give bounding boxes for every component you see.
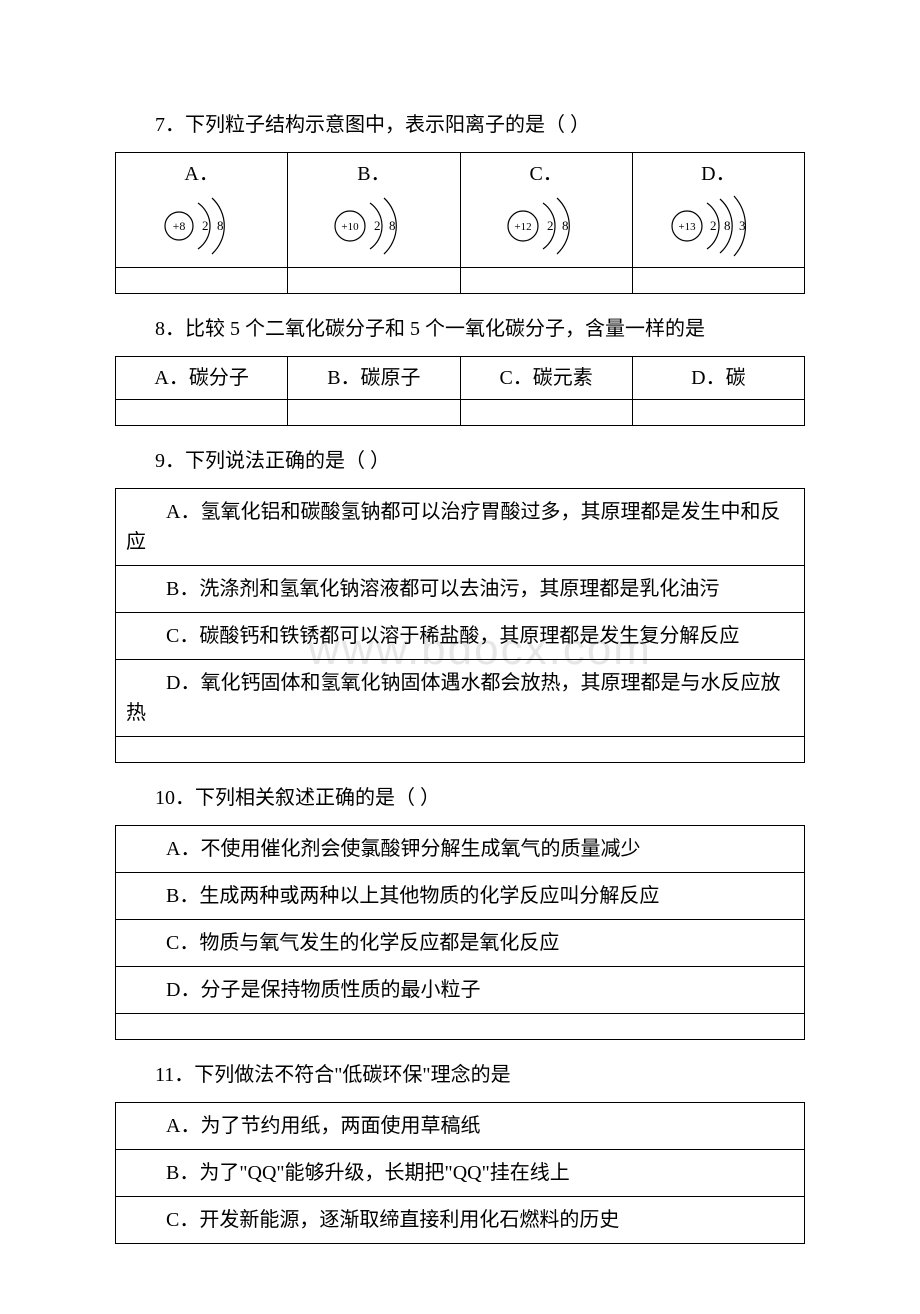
q9-stem: 9．下列说法正确的是（ ） bbox=[115, 446, 805, 476]
svg-text:+13: +13 bbox=[679, 221, 697, 233]
q8-option-c: C．碳元素 bbox=[460, 357, 632, 400]
q11-options-table: A．为了节约用纸，两面使用草稿纸 B．为了"QQ"能够升级，长期把"QQ"挂在线… bbox=[115, 1102, 805, 1244]
q7-options-table: A． +8 2 8 B． +10 2 bbox=[115, 152, 805, 294]
q7-a-diagram: +8 2 8 bbox=[120, 191, 283, 261]
q7-c-diagram: +12 2 8 bbox=[465, 191, 628, 261]
q10-stem: 10．下列相关叙述正确的是（ ） bbox=[115, 783, 805, 813]
svg-text:8: 8 bbox=[217, 218, 224, 233]
q7-c-label: C． bbox=[465, 159, 628, 189]
q11-option-a: A．为了节约用纸，两面使用草稿纸 bbox=[116, 1103, 805, 1150]
q10-option-a: A．不使用催化剂会使氯酸钾分解生成氧气的质量减少 bbox=[116, 826, 805, 873]
svg-text:8: 8 bbox=[389, 218, 396, 233]
q7-answer-row bbox=[116, 268, 805, 294]
svg-text:8: 8 bbox=[562, 218, 569, 233]
q8-option-b: B．碳原子 bbox=[288, 357, 460, 400]
q7-option-a: A． +8 2 8 bbox=[116, 153, 288, 268]
nucleus-charge: +8 bbox=[172, 219, 185, 233]
q11-stem: 11．下列做法不符合"低碳环保"理念的是 bbox=[115, 1060, 805, 1090]
q7-stem: 7．下列粒子结构示意图中，表示阳离子的是（ ） bbox=[115, 110, 805, 140]
q9-option-d: D．氧化钙固体和氢氧化钠固体遇水都会放热，其原理都是与水反应放热 bbox=[116, 660, 805, 737]
q7-option-c: C． +12 2 8 bbox=[460, 153, 632, 268]
q7-d-diagram: +13 2 8 3 bbox=[637, 191, 800, 261]
svg-text:3: 3 bbox=[739, 218, 746, 233]
svg-text:+10: +10 bbox=[342, 221, 360, 233]
q11-option-c: C．开发新能源，逐渐取缔直接利用化石燃料的历史 bbox=[116, 1197, 805, 1244]
svg-text:+12: +12 bbox=[514, 221, 531, 233]
q9-c-text: C．碳酸钙和铁锈都可以溶于稀盐酸，其原理都是发生复分解反应 bbox=[166, 625, 739, 647]
q9-option-c: www.bdocx.com C．碳酸钙和铁锈都可以溶于稀盐酸，其原理都是发生复分… bbox=[116, 613, 805, 660]
svg-text:8: 8 bbox=[724, 218, 731, 233]
q8-option-d: D．碳 bbox=[632, 357, 804, 400]
q7-option-b: B． +10 2 8 bbox=[288, 153, 460, 268]
q9-option-b: B．洗涤剂和氢氧化钠溶液都可以去油污，其原理都是乳化油污 bbox=[116, 566, 805, 613]
q9-option-a: A．氢氧化铝和碳酸氢钠都可以治疗胃酸过多，其原理都是发生中和反应 bbox=[116, 489, 805, 566]
q10-options-table: A．不使用催化剂会使氯酸钾分解生成氧气的质量减少 B．生成两种或两种以上其他物质… bbox=[115, 825, 805, 1040]
q7-a-label: A． bbox=[120, 159, 283, 189]
q7-option-d: D． +13 2 8 3 bbox=[632, 153, 804, 268]
q10-option-b: B．生成两种或两种以上其他物质的化学反应叫分解反应 bbox=[116, 873, 805, 920]
q8-answer-row bbox=[116, 400, 805, 426]
q8-options-table: A．碳分子 B．碳原子 C．碳元素 D．碳 bbox=[115, 356, 805, 426]
svg-text:2: 2 bbox=[202, 218, 209, 233]
q7-d-label: D． bbox=[637, 159, 800, 189]
q9-options-table: A．氢氧化铝和碳酸氢钠都可以治疗胃酸过多，其原理都是发生中和反应 B．洗涤剂和氢… bbox=[115, 488, 805, 763]
q10-answer-row bbox=[116, 1014, 805, 1040]
q7-b-diagram: +10 2 8 bbox=[292, 191, 455, 261]
q11-option-b: B．为了"QQ"能够升级，长期把"QQ"挂在线上 bbox=[116, 1150, 805, 1197]
svg-text:2: 2 bbox=[710, 218, 717, 233]
q8-stem: 8．比较 5 个二氧化碳分子和 5 个一氧化碳分子，含量一样的是 bbox=[115, 314, 805, 344]
svg-text:2: 2 bbox=[547, 218, 554, 233]
q7-b-label: B． bbox=[292, 159, 455, 189]
q8-option-a: A．碳分子 bbox=[116, 357, 288, 400]
svg-text:2: 2 bbox=[374, 218, 381, 233]
q9-answer-row bbox=[116, 737, 805, 763]
q10-option-c: C．物质与氧气发生的化学反应都是氧化反应 bbox=[116, 920, 805, 967]
q10-option-d: D．分子是保持物质性质的最小粒子 bbox=[116, 967, 805, 1014]
